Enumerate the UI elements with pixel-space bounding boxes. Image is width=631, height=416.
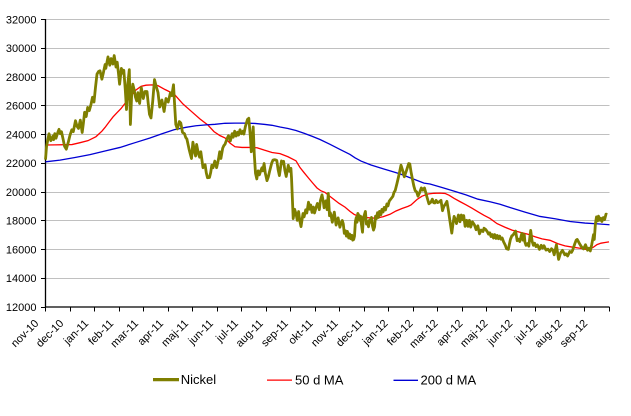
svg-text:16000: 16000 (6, 244, 37, 256)
svg-text:30000: 30000 (6, 43, 37, 55)
svg-text:50 d MA: 50 d MA (295, 373, 344, 388)
svg-text:28000: 28000 (6, 72, 37, 84)
svg-text:18000: 18000 (6, 216, 37, 228)
svg-text:22000: 22000 (6, 158, 37, 170)
svg-text:Nickel: Nickel (181, 372, 217, 387)
svg-text:200 d MA: 200 d MA (421, 373, 477, 388)
svg-text:20000: 20000 (6, 187, 37, 199)
svg-text:12000: 12000 (6, 302, 37, 314)
svg-text:26000: 26000 (6, 101, 37, 113)
svg-text:24000: 24000 (6, 129, 37, 141)
svg-text:32000: 32000 (6, 14, 37, 26)
svg-text:14000: 14000 (6, 273, 37, 285)
